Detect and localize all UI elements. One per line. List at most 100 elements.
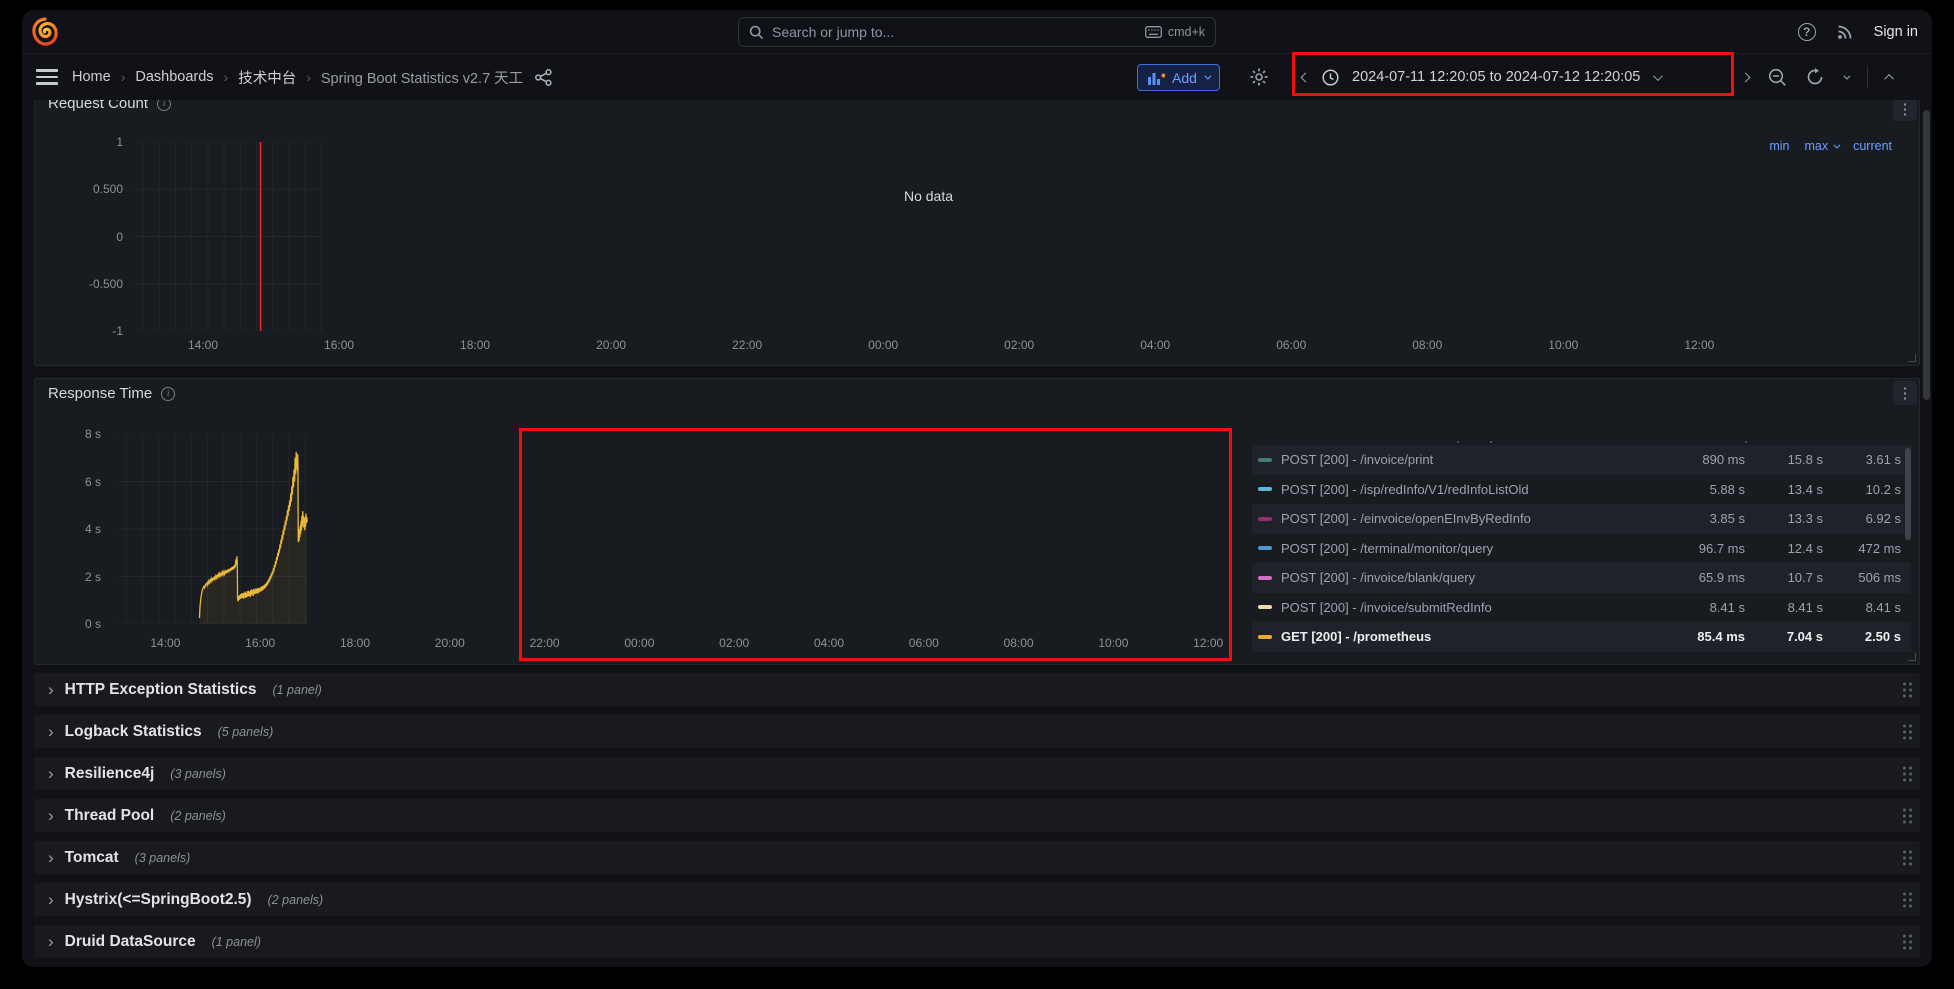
collapsed-row[interactable]: › Tomcat (3 panels) (34, 841, 1920, 874)
share-icon[interactable] (535, 68, 552, 86)
legend-row[interactable]: POST [200] - /einvoice/openEInvByRedInfo… (1252, 504, 1911, 534)
news-rss-icon[interactable] (1836, 23, 1854, 41)
series-min-value: 85.4 ms (1697, 629, 1745, 645)
collapse-controls-icon[interactable] (1884, 73, 1895, 84)
x-tick-label: 14:00 (187, 338, 219, 352)
row-drag-handle-icon[interactable] (1903, 772, 1906, 775)
row-expand-chevron-icon: › (48, 679, 54, 699)
breadcrumb-item[interactable]: Spring Boot Statistics v2.7 天工 (320, 70, 524, 87)
refresh-icon[interactable] (1806, 68, 1824, 86)
panel-response-time-header[interactable]: Response Time i (48, 385, 176, 402)
row-drag-handle-icon[interactable] (1903, 940, 1906, 943)
dashboard-toolbar: Home › Dashboards › 技术中台 › Spring Boot Statist… (22, 54, 1932, 100)
series-name[interactable]: POST [200] - /terminal/monitor/query (1281, 540, 1494, 556)
legend-header-current[interactable]: current (1853, 139, 1892, 153)
legend-header-min[interactable]: min (1769, 139, 1790, 153)
series-name[interactable]: POST [200] - /invoice/submitRedInfo (1281, 599, 1492, 615)
panel-title: Request Count (48, 100, 149, 112)
y-tick-label: 2 s (84, 569, 101, 584)
series-max-value: 8.41 s (1787, 599, 1823, 615)
add-button[interactable]: Add (1137, 64, 1220, 91)
collapsed-row[interactable]: › Resilience4j (3 panels) (34, 757, 1920, 790)
time-shift-back-icon[interactable] (1300, 72, 1311, 82)
x-tick-label: 04:00 (813, 636, 845, 650)
x-tick-label: 22:00 (732, 338, 763, 352)
info-icon[interactable]: i (157, 100, 172, 111)
row-drag-handle-icon[interactable] (1903, 688, 1906, 691)
legend-row[interactable]: POST [200] - /terminal/monitor/query 96.7… (1252, 534, 1911, 564)
y-axis-labels: 8 s 6 s 4 s 2 s 0 s (35, 427, 101, 631)
collapsed-row[interactable]: › Druid DataSource (1 panel) (34, 925, 1920, 958)
row-panel-count: (5 panels) (217, 724, 274, 739)
divider (1867, 66, 1868, 88)
breadcrumb-item[interactable]: Dashboards (135, 69, 214, 85)
x-tick-label: 02:00 (1004, 338, 1035, 352)
row-drag-handle-icon[interactable] (1903, 898, 1906, 901)
x-tick-label: 10:00 (1098, 636, 1129, 650)
series-max-value: 12.4 s (1787, 540, 1823, 556)
legend-row[interactable]: POST [200] - /invoice/blank/query 65.9 ms… (1252, 563, 1911, 593)
collapsed-row[interactable]: › Thread Pool (2 panels) (34, 799, 1920, 832)
row-expand-chevron-icon: › (48, 889, 54, 909)
collapsed-row[interactable]: › HTTP Exception Statistics (1 panel) (34, 673, 1920, 706)
row-expand-chevron-icon: › (48, 931, 54, 951)
add-panel-icon (1148, 72, 1165, 85)
legend-header-max[interactable]: max (1804, 139, 1841, 153)
panel-request-count-header[interactable]: Request Count i (48, 100, 172, 112)
series-name[interactable]: POST [200] - /invoice/print (1281, 452, 1434, 468)
time-shift-forward-icon[interactable] (1740, 72, 1751, 82)
response-time-legend: POST [200] - /invoice/print 890 ms 15.8 s 3… (1252, 434, 1911, 652)
request-count-chart[interactable] (135, 142, 324, 331)
dashboard-settings-button[interactable] (1250, 68, 1268, 86)
series-max-value: 13.4 s (1787, 481, 1823, 497)
x-tick-label: 06:00 (1276, 338, 1307, 352)
breadcrumb-item[interactable]: Home (72, 69, 111, 85)
page-scrollbar[interactable] (1922, 102, 1931, 963)
dashboard-scroll-area[interactable]: Request Count i ⋮ min max current 1 0.500… (22, 100, 1932, 967)
legend-row[interactable]: POST [200] - /invoice/submitRedInfo 8.41 … (1252, 593, 1911, 623)
panel-title: Response Time (48, 385, 153, 402)
breadcrumb-item[interactable]: 技术中台 (238, 70, 297, 87)
collapsed-row[interactable]: › Logback Statistics (5 panels) (34, 715, 1920, 748)
panel-menu-icon[interactable]: ⋮ (1893, 100, 1917, 121)
zoom-out-icon[interactable] (1768, 68, 1787, 87)
row-panel-count: (2 panels) (267, 892, 324, 907)
series-line (199, 452, 307, 618)
breadcrumb-separator-icon: › (120, 69, 126, 85)
legend-row[interactable]: POST [200] - /isp/redInfo/V1/redInfoList… (1252, 475, 1911, 505)
legend-scrollbar[interactable] (1905, 448, 1911, 540)
y-tick-label: -0.500 (88, 276, 123, 291)
menu-hamburger-icon[interactable] (36, 69, 58, 89)
row-expand-chevron-icon: › (48, 847, 54, 867)
row-title: HTTP Exception Statistics (64, 680, 257, 698)
refresh-interval-dropdown-icon[interactable] (1843, 72, 1851, 80)
legend-row[interactable]: POST [200] - /invoice/print 890 ms 15.8 s 3… (1252, 445, 1911, 475)
info-icon[interactable]: i (161, 386, 176, 401)
help-icon[interactable]: ? (1797, 23, 1816, 41)
panel-menu-icon[interactable]: ⋮ (1893, 381, 1917, 405)
x-tick-label: 08:00 (1003, 636, 1034, 650)
breadcrumb-separator-icon: › (223, 69, 229, 85)
x-tick-label: 18:00 (460, 338, 491, 352)
series-name[interactable]: POST [200] - /isp/redInfo/V1/redInfoList… (1281, 481, 1529, 497)
series-color-swatch (1258, 516, 1272, 521)
response-time-chart[interactable] (118, 434, 308, 624)
search-input[interactable]: Search or jump to... cmd+k (738, 17, 1216, 47)
series-color-swatch (1258, 546, 1272, 551)
row-title: Resilience4j (64, 764, 155, 782)
series-name[interactable]: GET [200] - /prometheus (1281, 629, 1432, 645)
series-name[interactable]: POST [200] - /invoice/blank/query (1281, 570, 1476, 586)
legend-row[interactable]: GET [200] - /prometheus 85.4 ms 7.04 s 2.50… (1252, 622, 1911, 652)
grafana-logo-icon[interactable] (30, 17, 60, 47)
sign-in-link[interactable]: Sign in (1873, 24, 1918, 40)
row-drag-handle-icon[interactable] (1903, 856, 1906, 859)
row-drag-handle-icon[interactable] (1903, 730, 1906, 733)
collapsed-row[interactable]: › Hystrix(<=SpringBoot2.5) (2 panels) (34, 883, 1920, 916)
chevron-down-icon (1653, 70, 1664, 81)
row-drag-handle-icon[interactable] (1903, 814, 1906, 817)
time-range-value: 2024-07-11 12:20:05 to 2024-07-12 12:20:… (1352, 69, 1641, 85)
time-range-picker[interactable]: 2024-07-11 12:20:05 to 2024-07-12 12:20:… (1300, 54, 1664, 100)
x-tick-label: 06:00 (908, 636, 939, 650)
series-name[interactable]: POST [200] - /einvoice/openEInvByRedInfo (1281, 511, 1531, 527)
